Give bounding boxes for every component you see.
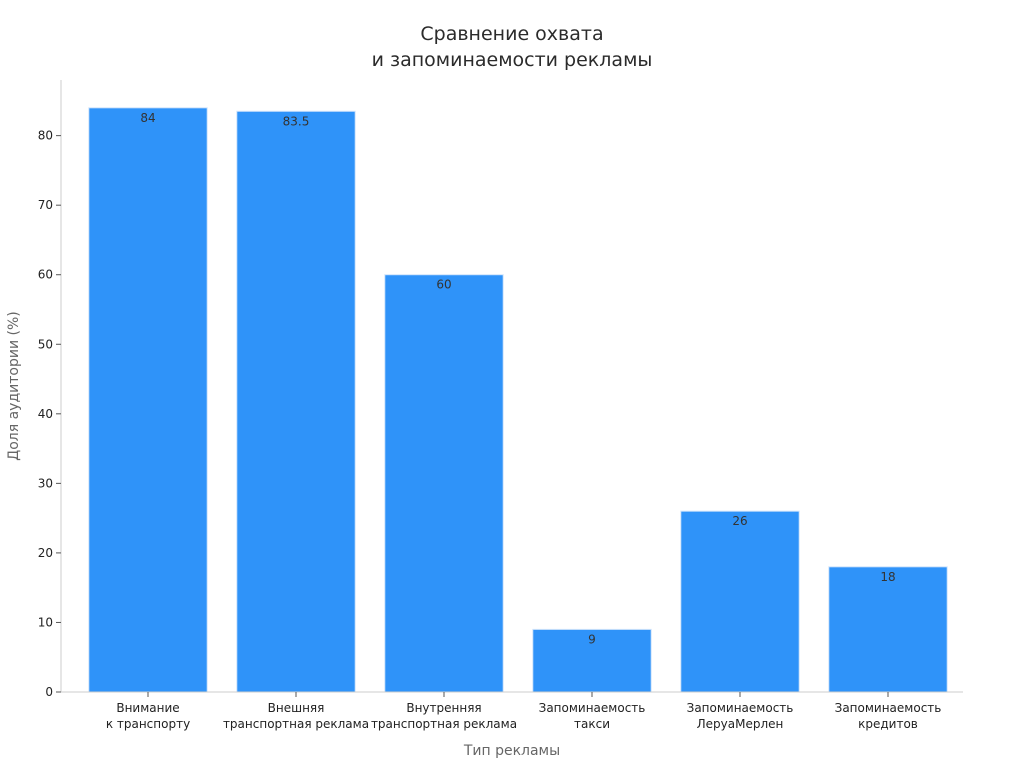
bars-group <box>88 107 948 693</box>
bar <box>384 274 504 693</box>
bar <box>88 107 208 693</box>
y-tick-label: 20 <box>38 546 53 560</box>
bar-value-label: 26 <box>732 514 747 528</box>
y-tick-label: 40 <box>38 407 53 421</box>
value-labels-group: 84 83.5 60 9 26 18 <box>140 111 895 647</box>
bar-value-label: 9 <box>588 632 596 646</box>
x-tick-label: Запоминаемость <box>687 701 794 715</box>
bar <box>680 510 800 693</box>
x-tick-label: кредитов <box>858 717 918 731</box>
y-tick-label: 80 <box>38 129 53 143</box>
x-tick-label: ЛеруаМерлен <box>697 717 784 731</box>
x-tick-label: Запоминаемость <box>539 701 646 715</box>
y-tick-label: 60 <box>38 268 53 282</box>
bar-value-label: 84 <box>140 111 155 125</box>
y-tick-label: 70 <box>38 198 53 212</box>
x-tick-label: Внимание <box>116 701 179 715</box>
chart-title: Сравнение охвата и запоминаемости реклам… <box>372 23 653 71</box>
x-tick-label: Внутренняя <box>406 701 481 715</box>
bar <box>532 628 652 693</box>
y-tick-label: 10 <box>38 615 53 629</box>
y-tick-label: 30 <box>38 476 53 490</box>
x-tick-label: Внешняя <box>268 701 325 715</box>
y-tick-label: 50 <box>38 337 53 351</box>
bar-value-label: 18 <box>880 570 895 584</box>
x-tick-label: транспортная реклама <box>371 717 517 731</box>
chart-title-line-2: и запоминаемости рекламы <box>372 49 653 71</box>
x-tick-label: транспортная реклама <box>223 717 369 731</box>
y-axis-label: Доля аудитории (%) <box>6 311 22 460</box>
y-tick-label: 0 <box>45 685 53 699</box>
bar-value-label: 60 <box>436 278 451 292</box>
x-tick-label: такси <box>574 717 610 731</box>
x-axis-label: Тип рекламы <box>463 743 560 759</box>
x-axis: Внимание к транспорту Внешняя транспортная … <box>61 691 963 731</box>
chart-title-line-1: Сравнение охвата <box>420 23 603 45</box>
bar-value-label: 83.5 <box>283 114 310 128</box>
x-tick-label: Запоминаемость <box>835 701 942 715</box>
bar <box>828 566 948 693</box>
bar <box>236 110 356 693</box>
y-axis: 0 10 20 30 40 50 60 70 80 <box>38 80 62 699</box>
x-tick-label: к транспорту <box>106 717 190 731</box>
